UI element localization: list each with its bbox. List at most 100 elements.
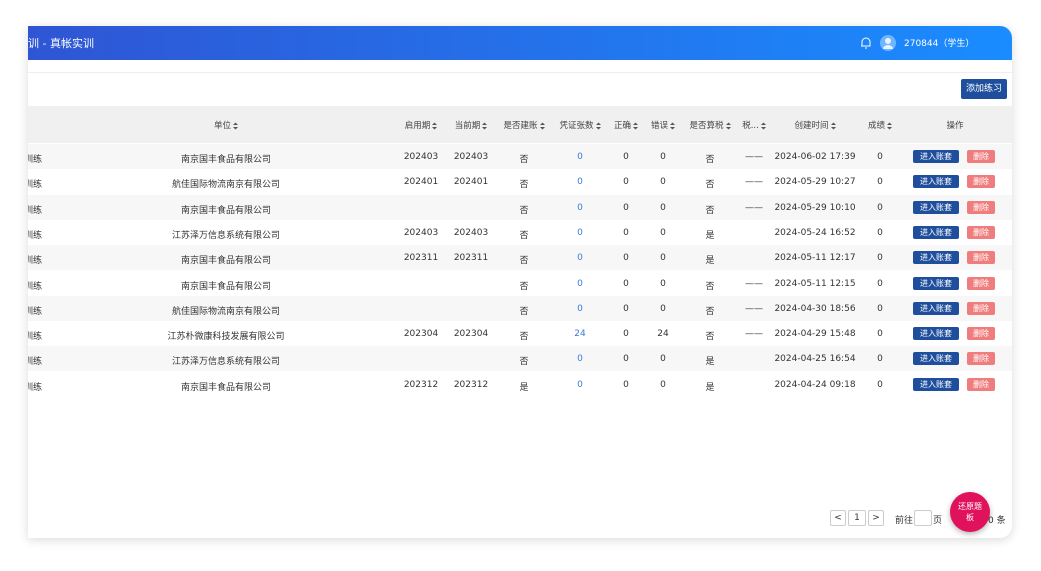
column-header[interactable]: 税... — [714, 119, 794, 131]
enter-button[interactable]: 进入账套 — [913, 225, 959, 239]
cell: 0 — [660, 278, 666, 289]
cell: 0 — [623, 253, 629, 264]
column-header[interactable]: 错误 — [623, 119, 703, 131]
column-header[interactable]: 成绩 — [840, 119, 920, 131]
cell[interactable]: 24 — [574, 329, 586, 340]
row-stripe — [28, 295, 1012, 321]
enter-button[interactable]: 进入账套 — [913, 200, 959, 214]
page-input[interactable] — [914, 510, 932, 526]
cell: 0 — [623, 202, 629, 213]
column-header[interactable]: 是否算税 — [670, 119, 750, 131]
cell: 202312 — [403, 379, 439, 390]
enter-button[interactable]: 进入账套 — [913, 276, 959, 290]
user-name[interactable]: 270844（学生） — [904, 39, 975, 49]
cell: 0 — [877, 329, 883, 340]
restore-button[interactable]: 还原题板 — [950, 492, 990, 532]
sort-icon[interactable] — [760, 122, 766, 130]
column-header[interactable]: 凭证张数 — [540, 119, 620, 131]
cell: 训练 — [28, 205, 43, 216]
column-header[interactable]: 创建时间 — [775, 119, 855, 131]
cell: 否 — [519, 332, 529, 343]
sort-icon[interactable] — [725, 122, 731, 130]
cell: 0 — [877, 177, 883, 188]
page-number[interactable]: 1 — [848, 510, 866, 526]
enter-button[interactable]: 进入账套 — [913, 377, 959, 391]
cell: 202401 — [453, 177, 489, 188]
cell[interactable]: 0 — [577, 278, 583, 289]
cell: 2024-05-29 10:27 — [774, 177, 856, 188]
sort-icon[interactable] — [539, 122, 545, 130]
cell: 2024-04-29 15:48 — [774, 329, 856, 340]
sort-icon[interactable] — [233, 122, 238, 130]
delete-button[interactable]: 删除 — [967, 301, 995, 315]
row-stripe — [28, 194, 1012, 220]
cell: 24 — [657, 329, 669, 340]
delete-button[interactable]: 删除 — [967, 352, 995, 366]
sort-icon[interactable] — [633, 122, 638, 130]
cell[interactable]: 0 — [577, 303, 583, 314]
cell: 训练 — [28, 332, 43, 343]
cell: 训练 — [28, 256, 43, 267]
cell[interactable]: 0 — [577, 152, 583, 162]
column-header[interactable]: 当前期 — [431, 119, 511, 131]
cell: 否 — [519, 306, 529, 317]
cell[interactable]: 0 — [577, 354, 583, 365]
sort-icon[interactable] — [432, 122, 438, 130]
cell: 南京国丰食品有限公司 — [180, 256, 271, 267]
avatar[interactable] — [880, 35, 896, 51]
enter-button[interactable]: 进入账套 — [913, 150, 959, 163]
cell[interactable]: 0 — [577, 177, 583, 188]
sort-icon[interactable] — [482, 122, 488, 130]
toolbar — [28, 72, 1012, 105]
enter-button[interactable]: 进入账套 — [913, 175, 959, 189]
delete-button[interactable]: 删除 — [967, 327, 995, 341]
sort-icon[interactable] — [887, 122, 892, 130]
prev-page[interactable]: < — [830, 510, 846, 526]
cell: 0 — [623, 303, 629, 314]
sort-icon[interactable] — [830, 122, 836, 130]
sort-icon[interactable] — [670, 122, 675, 130]
cell[interactable]: 0 — [577, 202, 583, 213]
cell: 0 — [660, 354, 666, 365]
delete-button[interactable]: 删除 — [967, 377, 995, 391]
enter-button[interactable]: 进入账套 — [913, 251, 959, 265]
cell[interactable]: 0 — [577, 379, 583, 390]
next-page[interactable]: > — [868, 510, 884, 526]
delete-button[interactable]: 删除 — [967, 200, 995, 214]
cell: 是 — [705, 230, 715, 241]
cell: —— — [745, 303, 763, 314]
cell: 0 — [660, 303, 666, 314]
cell[interactable]: 0 — [577, 227, 583, 238]
cell: 0 — [660, 379, 666, 390]
bell-icon[interactable] — [860, 36, 872, 50]
column-header[interactable]: 是否建账 — [484, 119, 564, 131]
enter-button[interactable]: 进入账套 — [913, 352, 959, 366]
column-header[interactable]: 单位 — [186, 119, 266, 131]
delete-button[interactable]: 删除 — [967, 150, 995, 163]
cell: 0 — [877, 303, 883, 314]
cell: 0 — [877, 278, 883, 289]
delete-button[interactable]: 删除 — [967, 276, 995, 290]
delete-button[interactable]: 删除 — [967, 251, 995, 265]
cell: —— — [745, 202, 763, 213]
cell: 是 — [519, 382, 529, 393]
column-header[interactable]: 启用期 — [381, 119, 461, 131]
cell: 0 — [877, 379, 883, 390]
delete-button[interactable]: 删除 — [967, 225, 995, 239]
cell: 训练 — [28, 281, 43, 292]
column-header: 操作 — [946, 121, 964, 131]
cell[interactable]: 0 — [577, 253, 583, 264]
cell: 0 — [877, 354, 883, 365]
cell: 否 — [519, 205, 529, 216]
row-stripe — [28, 144, 1012, 169]
enter-button[interactable]: 进入账套 — [913, 327, 959, 341]
add-button[interactable]: 添加练习 — [961, 79, 1007, 99]
cell: 否 — [705, 306, 715, 317]
cell: 训练 — [28, 357, 43, 368]
delete-button[interactable]: 删除 — [967, 175, 995, 189]
column-header[interactable]: 正确 — [586, 119, 666, 131]
sort-icon[interactable] — [595, 122, 601, 130]
cell: 202403 — [403, 227, 439, 238]
enter-button[interactable]: 进入账套 — [913, 301, 959, 315]
cell: 202311 — [453, 253, 489, 264]
